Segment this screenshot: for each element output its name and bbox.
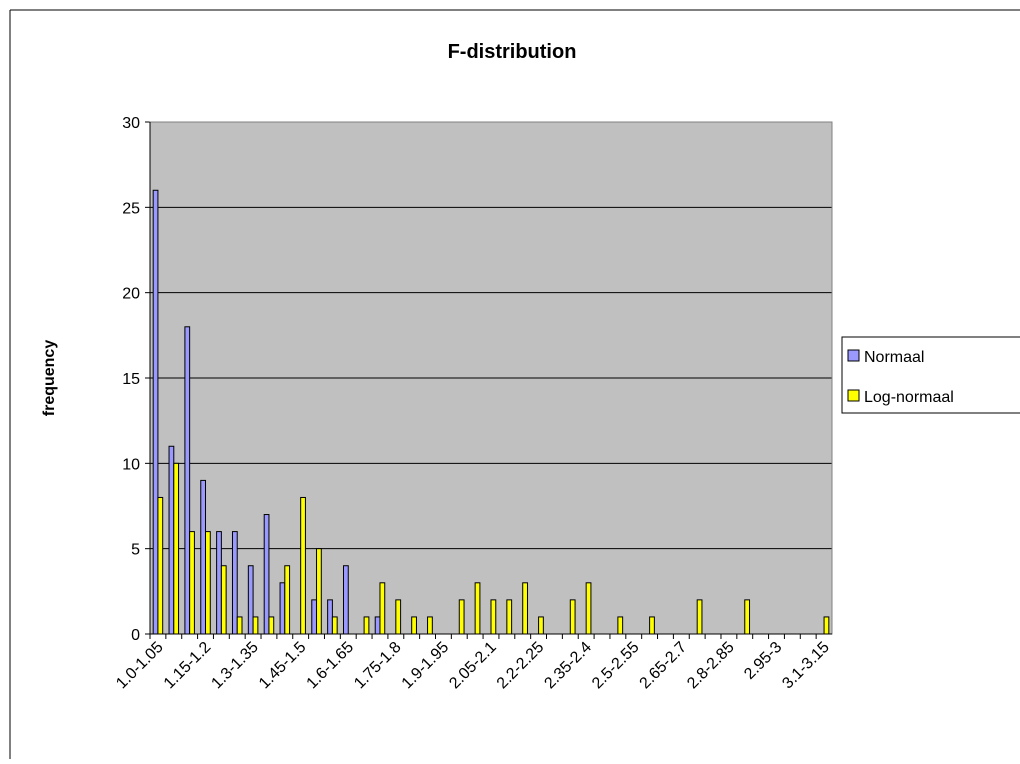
y-tick-label: 0 (131, 627, 140, 644)
bar (696, 599, 703, 635)
bar (247, 565, 254, 635)
x-tick-label: 2.95-3 (741, 639, 785, 683)
bar (395, 599, 402, 635)
chart-title: F-distribution (448, 41, 577, 63)
bar (231, 531, 238, 635)
x-tick-label: 1.9-1.95 (399, 639, 453, 693)
bar (506, 599, 513, 635)
x-tick-label: 2.05-2.1 (446, 639, 500, 693)
bar (216, 531, 222, 635)
bar (458, 599, 465, 635)
bar (184, 326, 191, 635)
y-tick-label: 15 (122, 371, 140, 388)
y-tick-label: 30 (122, 115, 140, 132)
x-tick-label: 2.8-2.85 (684, 639, 738, 693)
y-tick-label: 20 (122, 286, 140, 303)
bar (744, 599, 751, 635)
x-tick-label: 1.45-1.5 (256, 639, 310, 693)
bar (374, 616, 381, 635)
bar (411, 616, 417, 635)
y-tick-label: 10 (122, 456, 140, 473)
bar (300, 496, 306, 635)
legend-label: Log-normaal (864, 389, 954, 406)
bar (522, 582, 528, 635)
bar (263, 514, 270, 635)
bar (205, 531, 211, 635)
bar (569, 599, 576, 635)
x-tick-label: 1.15-1.2 (161, 639, 215, 693)
bar (585, 582, 592, 635)
x-tick-label: 3.1-3.15 (779, 639, 833, 693)
legend-swatch (847, 389, 860, 402)
bar (268, 616, 275, 635)
x-tick-label: 1.3-1.35 (208, 639, 262, 693)
bar (200, 479, 207, 635)
x-tick-label: 2.35-2.4 (541, 639, 595, 693)
bar (236, 616, 243, 635)
bar (220, 565, 227, 635)
bar (363, 616, 370, 635)
bar (316, 548, 322, 635)
x-tick-label: 1.75-1.8 (351, 639, 405, 693)
bar (490, 599, 497, 635)
y-axis-label: frequency (41, 340, 58, 417)
x-tick-label: 2.5-2.55 (589, 639, 643, 693)
bar (342, 565, 349, 635)
bar (538, 616, 544, 635)
bar (252, 616, 259, 635)
bar (331, 616, 338, 635)
legend-label: Normaal (864, 349, 924, 366)
x-tick-label: 2.65-2.7 (637, 639, 691, 693)
bar (649, 616, 655, 635)
bar (152, 189, 159, 635)
legend (841, 336, 1020, 414)
bar (284, 565, 291, 635)
bar (474, 582, 481, 635)
bar (823, 616, 830, 635)
y-tick-label: 5 (131, 542, 140, 559)
bar (168, 445, 175, 635)
legend-swatch (847, 349, 860, 362)
bar (189, 531, 195, 635)
bar (157, 496, 164, 635)
bar (173, 462, 180, 635)
x-tick-label: 2.2-2.25 (494, 639, 548, 693)
bar (311, 599, 318, 635)
bar (379, 582, 386, 635)
bar (279, 582, 286, 635)
bar (617, 616, 624, 635)
y-tick-label: 25 (122, 200, 140, 217)
bar (427, 616, 433, 635)
x-tick-label: 1.6-1.65 (304, 639, 358, 693)
bar (327, 599, 333, 635)
x-tick-label: 1.0-1.05 (113, 639, 167, 693)
